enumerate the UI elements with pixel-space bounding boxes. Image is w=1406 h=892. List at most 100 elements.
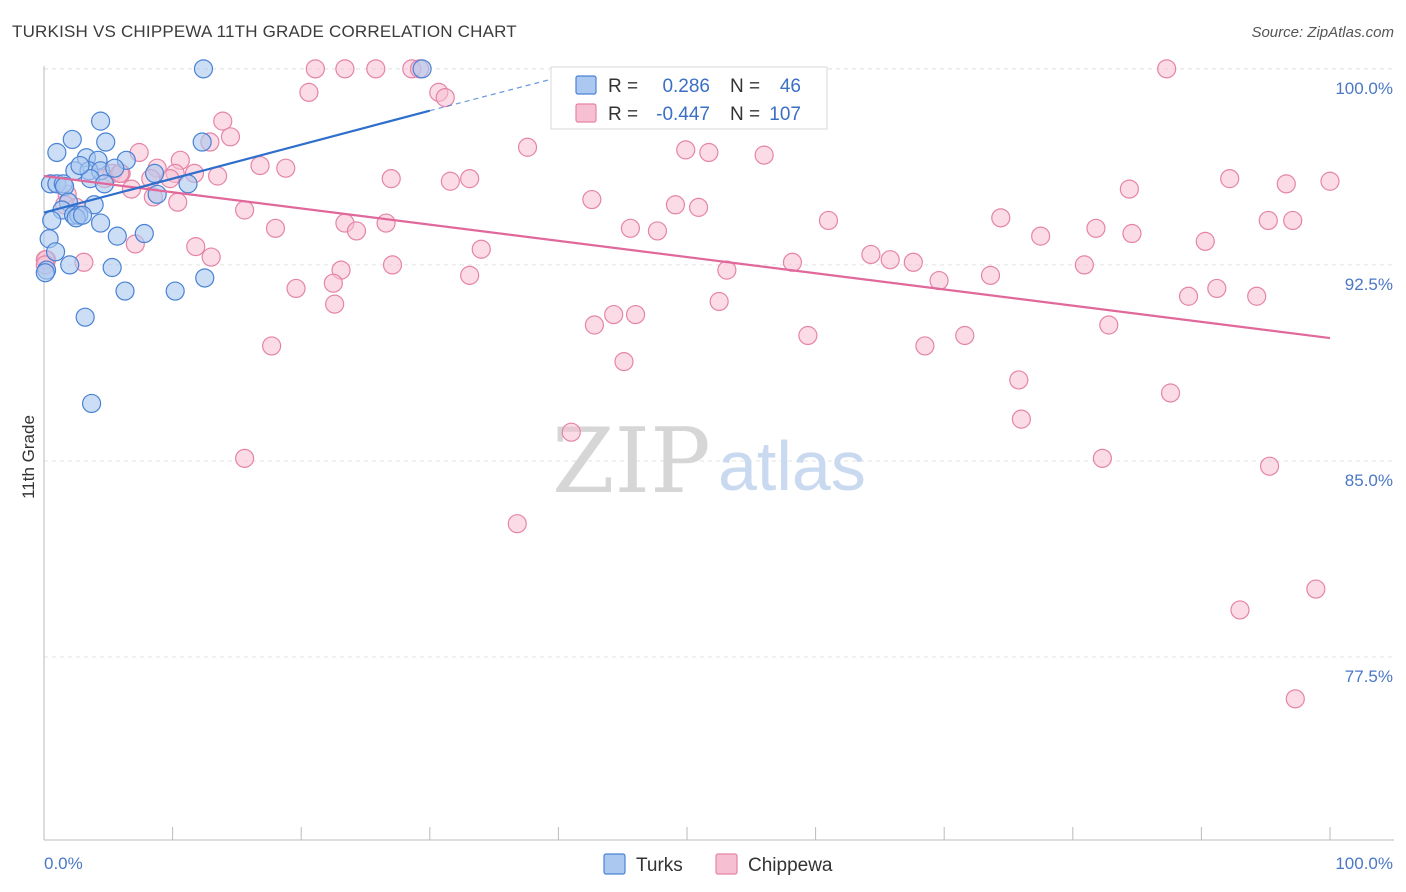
chippewa-point [620,218,641,238]
turks-point [62,129,82,150]
x-tick-label-min: 0.0% [44,854,83,873]
turks-point [192,132,212,152]
chippewa-point [460,169,480,189]
bottom-legend-turks: Turks [636,855,683,876]
chippewa-point [381,169,401,189]
chippewa-point [435,87,455,108]
turks-point [96,132,116,152]
chippewa-point [561,422,581,442]
chippewa-point [366,59,386,79]
chippewa-point [276,158,296,178]
y-tick-label: 85.0% [1345,471,1393,490]
chippewa-point [323,273,343,293]
turks-point [60,255,80,275]
chippewa-point [1247,286,1267,306]
chippewa-point [1220,169,1240,189]
chippewa-point [335,59,355,79]
chippewa-point [1306,579,1326,599]
chippewa-point [1320,171,1340,191]
chippewa-point [861,244,881,265]
turks-point [193,59,214,79]
chippewa-point [584,315,605,335]
turks-point [165,281,185,301]
chippewa-point [471,239,491,259]
chippewa-point [604,304,624,325]
turks-point [144,163,165,184]
chippewa-point [699,142,719,163]
chart-title: TURKISH VS CHIPPEWA 11TH GRADE CORRELATI… [12,22,517,41]
chippewa-point [1122,223,1142,244]
chippewa-point [1178,286,1199,306]
chippewa-point [1283,210,1303,231]
chippewa-point [955,325,975,346]
turks-point [147,184,167,204]
chippewa-point [1099,315,1119,335]
chippewa-point [754,145,774,165]
chippewa-point [1258,210,1278,231]
turks-point [195,268,215,288]
chippewa-point [625,304,646,325]
legend-r-value-turks: 0.286 [662,76,710,97]
chippewa-point [880,250,900,270]
chippewa-point [1157,59,1177,79]
chippewa-point [647,221,668,241]
turks-point [45,242,66,262]
chippewa-point [1230,600,1250,620]
chippewa-point [213,111,233,131]
legend-r-label-chippewa: R = [608,104,638,125]
chippewa-point [1259,456,1280,476]
chippewa-point [688,197,709,217]
chippewa-point [186,237,206,257]
bottom-legend-swatch-turks [603,853,626,875]
chippewa-point [980,265,1001,285]
legend-swatch-chippewa [575,103,597,123]
chippewa-point [250,155,270,176]
chippewa-point [346,221,367,241]
bottom-legend-chippewa: Chippewa [748,855,833,876]
turks-point [107,226,127,246]
chippewa-point [903,252,923,272]
bottom-legend: Turks Chippewa [603,853,833,876]
turks-point [42,210,62,231]
turks-trend-line [43,109,431,214]
legend-n-label-chippewa: N = [730,104,760,125]
chippewa-point [818,210,839,231]
chippewa-point [220,127,241,147]
chippewa-point [517,137,538,157]
legend-r-value-chippewa: -0.447 [656,104,710,125]
turks-point [81,393,102,414]
chippewa-point [1031,226,1051,246]
chippewa-point [460,265,480,285]
turks-point [35,263,55,283]
x-tick-labels: 0.0% 100.0% [44,854,1393,873]
chippewa-point [665,195,686,215]
watermark: ZIP atlas [552,409,866,514]
gridlines [44,68,1394,658]
chippewa-trend-line [43,174,1331,340]
legend-n-value-turks: 46 [780,76,801,97]
chippewa-point [798,325,818,346]
y-tick-label: 77.5% [1345,667,1393,686]
axes [43,66,1394,841]
chippewa-point [235,200,255,220]
chippewa-point [262,336,282,356]
chippewa-point [382,255,403,275]
turks-point [115,281,135,301]
x-tick-label-max: 100.0% [1335,854,1393,873]
watermark-atlas: atlas [718,427,866,505]
chippewa-point [286,278,306,299]
chippewa-point [1011,409,1031,429]
turks-point [90,213,111,233]
chippewa-point [440,171,460,191]
chippewa-point [325,294,345,314]
legend-r-label-turks: R = [608,76,638,97]
turks-point [178,174,198,194]
chippewa-point [299,82,319,102]
legend-n-label-turks: N = [730,76,760,97]
chippewa-point [168,192,188,212]
chippewa-point [1285,689,1305,709]
chippewa-point [507,514,527,534]
source-label: Source: ZipAtlas.com [1251,24,1394,41]
legend-swatch-turks [575,75,597,95]
